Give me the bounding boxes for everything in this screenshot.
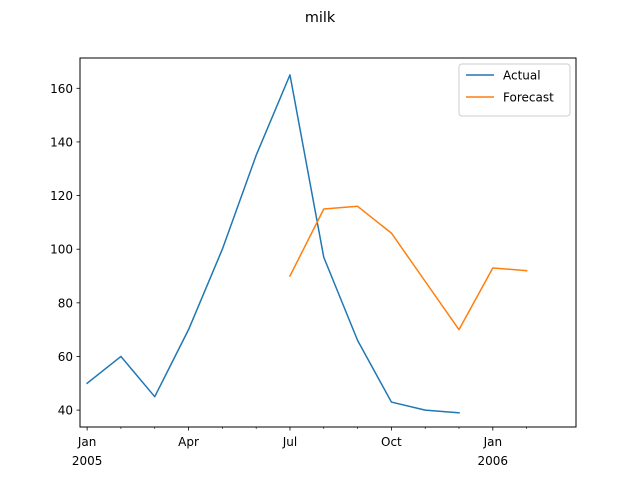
series-line-forecast [288,205,528,331]
legend-label-actual: Actual [503,69,541,83]
legend: Actual Forecast [458,63,571,117]
y-tick-label: 160 [50,82,73,96]
chart-title: milk [305,10,336,26]
x-tick-year-label: 2006 [478,454,509,468]
y-tick-label: 140 [50,135,73,149]
y-tick-label: 80 [58,296,73,310]
y-tick-label: 60 [58,350,73,364]
y-tick-label: 40 [58,404,73,418]
x-tick-year-label: 2005 [72,454,103,468]
x-tick-label: Jan [77,435,97,449]
legend-label-forecast: Forecast [503,91,554,105]
series-line-actual [86,74,460,414]
x-tick-label: Oct [381,435,402,449]
plot-area-frame [79,57,577,428]
legend-frame [458,63,571,117]
y-tick-label: 120 [50,189,73,203]
x-tick-label: Apr [178,435,199,449]
x-tick-label: Jan [483,435,503,449]
y-tick-label: 100 [50,243,73,257]
x-tick-label: Jul [282,435,297,449]
